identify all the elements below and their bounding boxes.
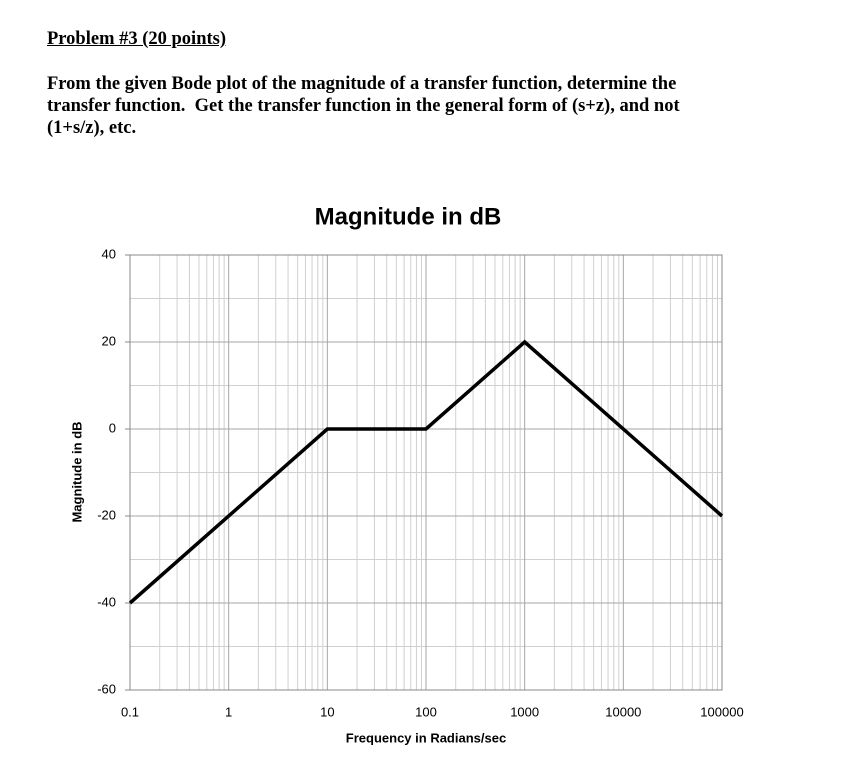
problem-text: (1+s/z), etc. xyxy=(47,118,137,138)
x-axis-label: Frequency in Radians/sec xyxy=(346,730,506,745)
x-tick-label: 100 xyxy=(415,704,437,719)
x-tick-label: 0.1 xyxy=(121,704,139,719)
x-tick-label: 10 xyxy=(320,704,334,719)
y-tick-label: -60 xyxy=(97,681,116,696)
problem-text: From the given Bode plot of the magnitud… xyxy=(47,74,677,94)
y-tick-label: 20 xyxy=(102,333,116,348)
y-tick-label: 0 xyxy=(109,420,116,435)
plot-frame xyxy=(129,254,723,691)
y-tick-label: -40 xyxy=(97,594,116,609)
data-line xyxy=(128,339,724,605)
problem-heading: Problem #3 (20 points) xyxy=(47,29,227,49)
x-tick-label: 1000 xyxy=(510,704,539,719)
y-axis-label: Magnitude in dB xyxy=(69,421,84,522)
y-tick-label: -20 xyxy=(97,507,116,522)
chart-title: Magnitude in dB xyxy=(315,203,502,230)
x-tick-label: 10000 xyxy=(605,704,641,719)
y-tick-label: 40 xyxy=(102,246,116,261)
x-tick-label: 1 xyxy=(225,704,232,719)
x-tick-label: 100000 xyxy=(700,704,743,719)
problem-text: transfer function. Get the transfer func… xyxy=(47,96,680,116)
